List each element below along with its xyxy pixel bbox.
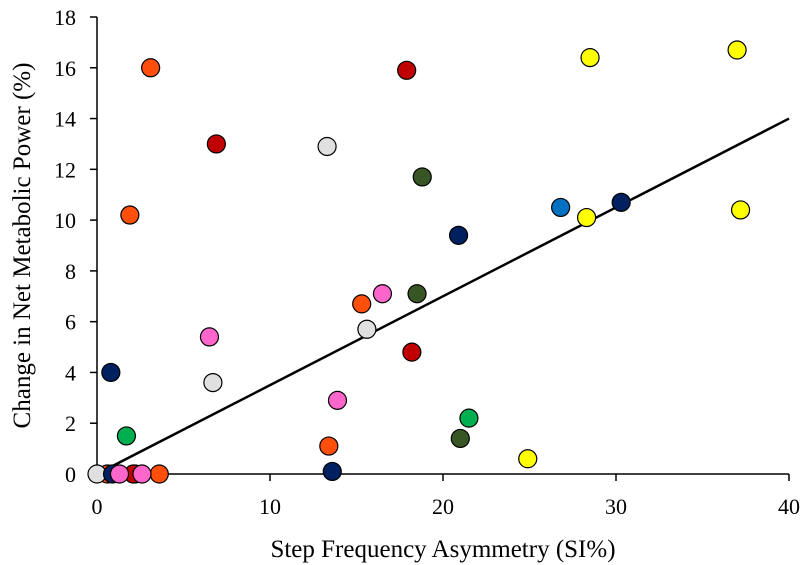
trendline <box>96 117 790 476</box>
x-axis-title: Step Frequency Asymmetry (SI%) <box>270 536 615 563</box>
y-tick-label: 14 <box>54 107 76 132</box>
data-point <box>372 284 393 304</box>
y-tick-label: 16 <box>54 56 76 81</box>
data-point <box>448 225 469 245</box>
data-point <box>402 342 422 362</box>
data-point <box>518 449 538 469</box>
data-point <box>730 200 751 220</box>
data-point <box>450 428 470 449</box>
data-point <box>412 167 432 187</box>
x-tick-label: 30 <box>605 494 627 519</box>
data-point <box>322 461 342 482</box>
data-point <box>199 327 220 347</box>
y-tick-label: 2 <box>65 411 76 436</box>
x-tick-label: 10 <box>259 494 281 519</box>
y-tick-label: 18 <box>54 5 76 30</box>
data-point <box>397 60 417 80</box>
y-axis-title: Change in Net Metabolic Power (%) <box>9 63 36 429</box>
data-point <box>611 192 631 212</box>
y-tick-label: 8 <box>65 259 76 284</box>
data-point <box>149 464 169 484</box>
data-point <box>109 464 130 484</box>
data-points <box>87 40 751 484</box>
data-point <box>206 134 226 154</box>
y-tick-label: 0 <box>65 462 76 487</box>
x-tick-label: 40 <box>778 494 800 519</box>
x-tick-label: 20 <box>432 494 454 519</box>
data-point <box>352 294 372 314</box>
data-point <box>551 197 571 218</box>
data-point <box>101 362 121 383</box>
data-point <box>407 284 427 304</box>
y-tick-label: 6 <box>65 310 76 335</box>
data-point <box>459 408 479 428</box>
data-point <box>319 436 339 456</box>
trendline-layer <box>96 117 790 476</box>
data-point <box>116 426 137 446</box>
data-point <box>141 58 161 78</box>
ticks: 0 10 20 30 40 0 2 4 6 8 10 12 14 16 18 <box>54 5 800 519</box>
data-point <box>727 40 747 60</box>
data-point <box>357 319 377 339</box>
data-point <box>576 207 597 228</box>
data-point <box>580 48 600 68</box>
data-point <box>120 205 140 225</box>
y-tick-label: 4 <box>65 360 76 385</box>
data-point <box>317 136 337 157</box>
data-point <box>327 390 348 410</box>
axes <box>96 17 789 475</box>
y-tick-label: 12 <box>54 157 76 182</box>
data-point <box>132 464 152 484</box>
data-point <box>203 373 223 393</box>
y-tick-label: 10 <box>54 208 76 233</box>
x-tick-label: 0 <box>92 494 103 519</box>
